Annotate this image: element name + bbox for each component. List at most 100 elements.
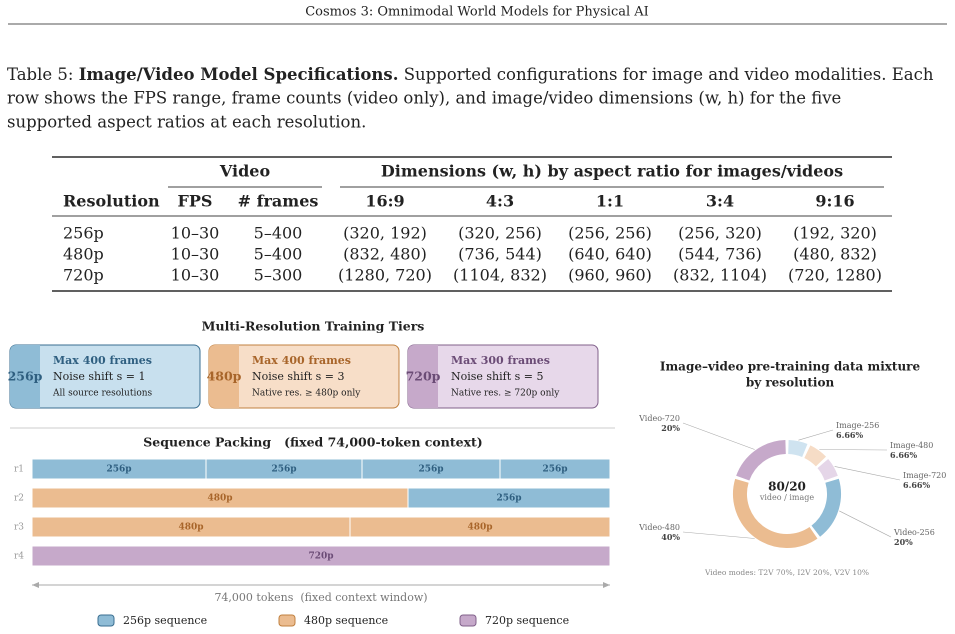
- table-cell: (192, 320): [793, 224, 877, 243]
- legend-swatch: [459, 614, 477, 627]
- segment-name: Image-720: [903, 471, 946, 480]
- leader-line: [819, 449, 888, 451]
- sequence-label: 720p: [308, 552, 333, 562]
- table-cell: (256, 256): [568, 224, 652, 243]
- legend-label: 720p sequence: [485, 614, 569, 627]
- table-cell: 10–30: [171, 245, 220, 264]
- axis-label: 74,000 tokens (fixed context window): [214, 591, 427, 604]
- tier-frames: Max 400 frames: [53, 354, 152, 367]
- column-header: 16:9: [365, 192, 404, 211]
- donut-segment: [804, 445, 827, 467]
- column-header: 1:1: [596, 192, 624, 211]
- table-cell: (640, 640): [568, 245, 652, 264]
- table-cell: 10–30: [171, 224, 220, 243]
- tiers-title: Multi-Resolution Training Tiers: [202, 319, 425, 334]
- caption-bold: Image/Video Model Specifications.: [79, 65, 399, 84]
- row-label: r2: [14, 494, 24, 504]
- table-cell: 480p: [63, 245, 104, 264]
- caption-text: row shows the FPS range, frame counts (v…: [7, 89, 841, 108]
- sequence-label: 480p: [178, 523, 203, 533]
- table-cell: 5–400: [254, 224, 303, 243]
- segment-name: Video-256: [893, 528, 935, 537]
- tier-badge-label: 480p: [207, 369, 242, 384]
- segment-label: 20%: [894, 537, 913, 547]
- caption-line: Table 5: Image/Video Model Specification…: [7, 65, 934, 84]
- running-title: Cosmos 3: Omnimodal World Models for Phy…: [305, 5, 649, 20]
- table-cell: (480, 832): [793, 245, 877, 264]
- leader-line: [798, 429, 834, 441]
- tier-frames: Max 300 frames: [451, 354, 550, 367]
- column-header: Resolution: [63, 192, 160, 211]
- table-cell: (720, 1280): [788, 266, 882, 285]
- segment-name: Image-256: [836, 421, 879, 430]
- caption-text: Supported configurations for image and v…: [404, 65, 934, 84]
- legend-label: 480p sequence: [304, 614, 388, 627]
- table-cell: 256p: [63, 224, 104, 243]
- segment-name: Video-720: [638, 414, 680, 423]
- table-cell: (256, 320): [678, 224, 762, 243]
- donut-segment: [787, 440, 808, 458]
- caption-label: Table 5:: [7, 65, 73, 84]
- packed-sequence: [407, 487, 611, 509]
- packed-sequence: [349, 516, 611, 538]
- column-header: FPS: [178, 192, 213, 211]
- tier-note: Native res. ≥ 720p only: [451, 389, 560, 399]
- column-header: # frames: [238, 192, 319, 211]
- tier-badge: [10, 345, 40, 408]
- table-rules: [52, 156, 892, 292]
- row-label: r1: [14, 465, 24, 475]
- sequence-label: 480p: [467, 523, 492, 533]
- column-header: 9:16: [815, 192, 854, 211]
- legend-swatch: [278, 614, 296, 627]
- group-header: Video: [219, 162, 271, 181]
- table-cell: (1280, 720): [338, 266, 432, 285]
- table-cell: 10–30: [171, 266, 220, 285]
- table-cell: (1104, 832): [453, 266, 547, 285]
- table-cell: 5–300: [254, 266, 303, 285]
- segment-name: Video-480: [638, 523, 680, 532]
- sequence-label: 256p: [496, 494, 521, 504]
- table-cell: (960, 960): [568, 266, 652, 285]
- legend-label: 256p sequence: [123, 614, 207, 627]
- donut-segment: [736, 440, 787, 481]
- sequence-label: 256p: [542, 465, 567, 475]
- table-cell: 720p: [63, 266, 104, 285]
- group-header: Dimensions (w, h) by aspect ratio for im…: [381, 162, 843, 181]
- donut-segment: [733, 478, 818, 548]
- table-cell: (320, 256): [458, 224, 542, 243]
- tier-badge: [209, 345, 239, 408]
- table-cell: (832, 1104): [673, 266, 767, 285]
- tier-note: Native res. ≥ 480p only: [252, 389, 361, 399]
- donut-footnote: Video modes: T2V 70%, I2V 20%, V2V 10%: [704, 568, 869, 577]
- row-label: r4: [14, 552, 24, 562]
- leader-line: [682, 422, 755, 450]
- donut-title: Image–video pre-training data mixture: [660, 360, 921, 374]
- tier-frames: Max 400 frames: [252, 354, 351, 367]
- tier-note: All source resolutions: [52, 389, 153, 399]
- donut-center: 80/20: [768, 480, 806, 494]
- table-cell: (736, 544): [458, 245, 542, 264]
- tier-shift: Noise shift s = 1: [53, 370, 146, 383]
- packed-sequence: [31, 545, 611, 567]
- leader-line: [839, 510, 892, 538]
- column-header: 3:4: [706, 192, 734, 211]
- donut-title: by resolution: [746, 376, 835, 390]
- tier-badge-label: 720p: [406, 369, 441, 384]
- donut-segment: [817, 459, 838, 481]
- donut-center-sub: video / image: [759, 493, 815, 502]
- caption-text: supported aspect ratios at each resoluti…: [7, 113, 366, 132]
- packing-title: Sequence Packing (fixed 74,000-token con…: [143, 435, 482, 450]
- sequence-label: 256p: [106, 465, 131, 475]
- segment-label: 6.66%: [903, 480, 930, 490]
- legend-swatch: [97, 614, 115, 627]
- tier-shift: Noise shift s = 3: [252, 370, 345, 383]
- table-cell: (832, 480): [343, 245, 427, 264]
- table-cell: (320, 192): [343, 224, 427, 243]
- sequence-label: 256p: [418, 465, 443, 475]
- tier-badge: [408, 345, 438, 408]
- segment-label: 6.66%: [836, 430, 863, 440]
- segment-label: 6.66%: [890, 450, 917, 460]
- leader-line: [834, 466, 901, 481]
- table-cell: 5–400: [254, 245, 303, 264]
